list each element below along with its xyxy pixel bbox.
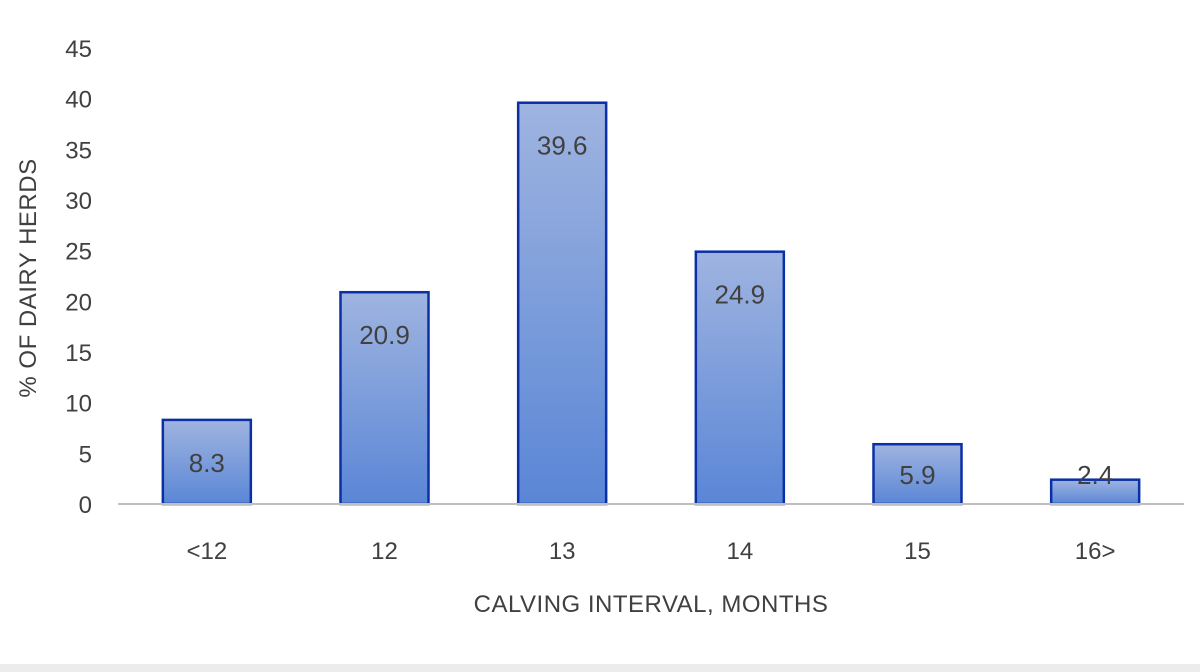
x-category-label: <12 bbox=[186, 538, 227, 565]
data-label: 20.9 bbox=[359, 320, 410, 350]
data-label: 39.6 bbox=[537, 131, 588, 161]
bar bbox=[694, 250, 786, 506]
data-label: 8.3 bbox=[189, 448, 225, 478]
y-tick-label: 20 bbox=[65, 289, 92, 316]
bar bbox=[161, 418, 253, 506]
y-tick-label: 15 bbox=[65, 340, 92, 367]
y-tick-label: 5 bbox=[79, 441, 92, 468]
x-axis-title: CALVING INTERVAL, MONTHS bbox=[474, 591, 829, 618]
bar bbox=[516, 101, 608, 506]
x-category-label: 12 bbox=[371, 538, 398, 565]
x-category-label: 15 bbox=[904, 538, 931, 565]
bar bbox=[872, 442, 963, 506]
x-axis-categories: <12 12 13 14 15 16> bbox=[186, 538, 1115, 565]
bottom-divider bbox=[0, 664, 1200, 672]
data-label: 24.9 bbox=[715, 280, 766, 310]
y-tick-label: 35 bbox=[65, 137, 92, 164]
x-category-label: 14 bbox=[726, 538, 753, 565]
bar bbox=[339, 290, 430, 506]
y-tick-label: 10 bbox=[65, 391, 92, 418]
data-labels: 8.3 20.9 39.6 24.9 5.9 2.4 bbox=[189, 131, 1113, 490]
y-tick-label: 0 bbox=[79, 492, 92, 519]
data-label: 2.4 bbox=[1077, 460, 1113, 490]
y-tick-label: 45 bbox=[65, 36, 92, 63]
y-tick-label: 30 bbox=[65, 188, 92, 215]
y-tick-label: 40 bbox=[65, 87, 92, 114]
y-axis-ticks: 0 5 10 15 20 25 30 35 40 45 bbox=[65, 36, 92, 519]
data-label: 5.9 bbox=[899, 460, 935, 490]
bar-series bbox=[161, 101, 1141, 506]
y-axis-title: % OF DAIRY HERDS bbox=[15, 158, 42, 397]
x-category-label: 16> bbox=[1075, 538, 1116, 565]
y-tick-label: 25 bbox=[65, 239, 92, 266]
x-category-label: 13 bbox=[549, 538, 576, 565]
